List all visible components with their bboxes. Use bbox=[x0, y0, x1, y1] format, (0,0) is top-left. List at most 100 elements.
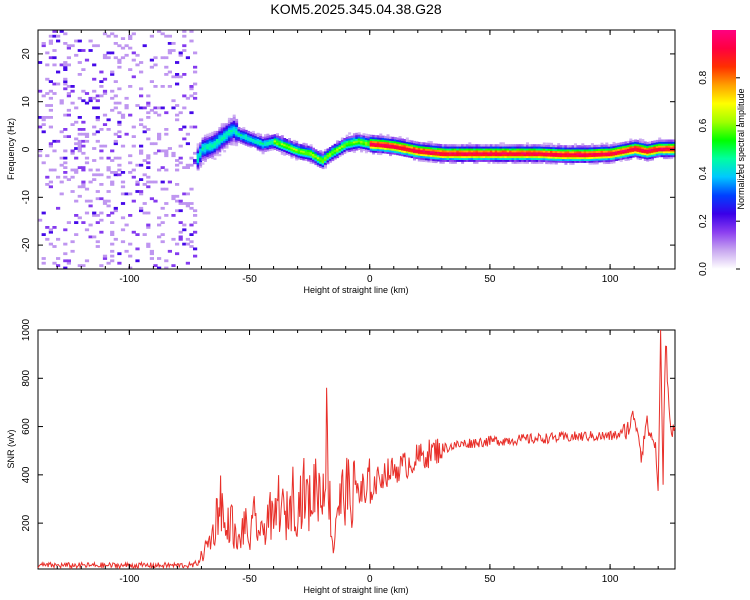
spectrogram-cell bbox=[369, 144, 373, 147]
spectrogram-cell bbox=[477, 159, 481, 162]
spectrogram-cell bbox=[324, 152, 327, 156]
spectrogram-cell bbox=[38, 218, 43, 222]
spectrogram-cell bbox=[304, 149, 308, 152]
spectrogram-cell bbox=[624, 143, 628, 146]
spectrogram-cell bbox=[607, 146, 611, 149]
spectrogram-cell bbox=[271, 142, 275, 145]
spectrogram-cell bbox=[321, 153, 325, 156]
spectrogram-cell bbox=[41, 42, 46, 45]
spectrogram-cell bbox=[381, 137, 385, 140]
spectrogram-cell bbox=[634, 150, 638, 154]
spectrogram-cell bbox=[264, 141, 267, 145]
spectrogram-cell bbox=[521, 151, 525, 155]
spectrogram-cell bbox=[533, 159, 537, 162]
spectrogram-cell bbox=[470, 157, 474, 160]
spectrogram-cell bbox=[355, 148, 359, 151]
spectrogram-cell bbox=[312, 149, 315, 153]
spectrogram-cell bbox=[360, 134, 364, 138]
spectrogram-cell bbox=[232, 120, 236, 123]
spectrogram-cell bbox=[41, 161, 46, 165]
spectrogram-cell bbox=[468, 146, 472, 149]
spectrogram-cell bbox=[110, 230, 115, 234]
spectrogram-cell bbox=[574, 149, 577, 152]
spectrogram-cell bbox=[242, 128, 246, 132]
spectrogram-cell bbox=[600, 146, 604, 149]
spectrogram-cell bbox=[251, 132, 255, 136]
spectrogram-cell bbox=[38, 154, 43, 158]
spectrogram-cell bbox=[167, 85, 172, 88]
spectrogram-cell bbox=[364, 137, 368, 140]
spectrogram-cell bbox=[63, 171, 68, 174]
spectrogram-cell bbox=[427, 146, 431, 149]
spectrogram-cell bbox=[290, 142, 294, 146]
spectrogram-cell bbox=[449, 151, 452, 155]
spectrogram-cell bbox=[540, 157, 544, 161]
spectrogram-cell bbox=[56, 139, 61, 143]
spectrogram-cell bbox=[600, 144, 604, 147]
spectrogram-cell bbox=[70, 149, 75, 153]
spectrogram-cell bbox=[220, 125, 224, 128]
spectrogram-cell bbox=[360, 138, 364, 141]
spectrogram-cell bbox=[509, 146, 513, 149]
spectrogram-cell bbox=[590, 154, 594, 157]
spectrogram-cell bbox=[528, 151, 532, 155]
spectrogram-cell bbox=[506, 144, 510, 147]
spectrogram-cell bbox=[545, 150, 549, 153]
colorbar-label: Normalized spectral amplitude bbox=[736, 88, 746, 209]
spectrogram-cell bbox=[288, 153, 291, 156]
spectrogram-cell bbox=[667, 152, 671, 156]
spectrogram-cell bbox=[139, 192, 144, 196]
spectrogram-cell bbox=[473, 150, 477, 153]
spectrogram-cell bbox=[542, 155, 546, 159]
spectrogram-cell bbox=[254, 137, 258, 140]
spectrogram-cell bbox=[164, 151, 169, 155]
spectrogram-cell bbox=[651, 156, 654, 159]
spectrogram-cell bbox=[612, 157, 616, 160]
spectrogram-cell bbox=[247, 144, 251, 147]
spectrogram-cell bbox=[211, 147, 215, 150]
spectrogram-cell bbox=[128, 113, 133, 117]
spectrogram-cell bbox=[405, 139, 409, 142]
spectrogram-cell bbox=[617, 152, 621, 155]
spectrogram-cell bbox=[309, 150, 313, 153]
spectrogram-cell bbox=[535, 161, 539, 164]
spectrogram-cell bbox=[280, 135, 284, 138]
spectrogram-cell bbox=[178, 230, 183, 234]
spectrogram-cell bbox=[513, 153, 517, 157]
spectrogram-cell bbox=[622, 143, 626, 147]
spectrogram-cell bbox=[175, 75, 180, 79]
spectrogram-cell bbox=[244, 137, 248, 140]
spectrogram-cell bbox=[232, 139, 236, 142]
spectrogram-cell bbox=[506, 150, 510, 153]
spectrogram-cell bbox=[290, 152, 294, 155]
spectrogram-cell bbox=[113, 101, 118, 105]
spectrogram-cell bbox=[461, 150, 465, 153]
spectrogram-cell bbox=[56, 206, 61, 210]
spectrogram-cell bbox=[384, 137, 388, 141]
spectrogram-cell bbox=[235, 143, 239, 147]
spectrogram-cell bbox=[364, 143, 368, 146]
spectrogram-cell bbox=[249, 143, 253, 146]
spectrogram-cell bbox=[367, 143, 371, 147]
spectrogram-cell bbox=[285, 140, 289, 144]
spectrogram-cell bbox=[264, 145, 267, 149]
spectrogram-cell bbox=[135, 190, 140, 193]
spectrogram-cell bbox=[425, 144, 428, 147]
spectrogram-cell bbox=[638, 142, 642, 145]
spectrogram-cell bbox=[232, 122, 236, 125]
spectrogram-cell bbox=[324, 160, 327, 163]
spectrogram-cell bbox=[379, 139, 383, 142]
spectrogram-cell bbox=[38, 61, 43, 64]
spectrogram-cell bbox=[256, 136, 260, 139]
spectrogram-cell bbox=[297, 143, 301, 147]
spectrogram-cell bbox=[247, 130, 251, 134]
spectrogram-cell bbox=[92, 89, 97, 93]
spectrogram-cell bbox=[348, 132, 352, 135]
spectrogram-cell bbox=[607, 152, 611, 155]
spectrogram-cell bbox=[374, 144, 378, 147]
spectrogram-cell bbox=[655, 141, 659, 145]
spectrogram-cell bbox=[230, 143, 234, 146]
spectrogram-cell bbox=[429, 160, 433, 163]
spectrogram-cell bbox=[268, 137, 272, 140]
spectrogram-cell bbox=[670, 154, 674, 158]
